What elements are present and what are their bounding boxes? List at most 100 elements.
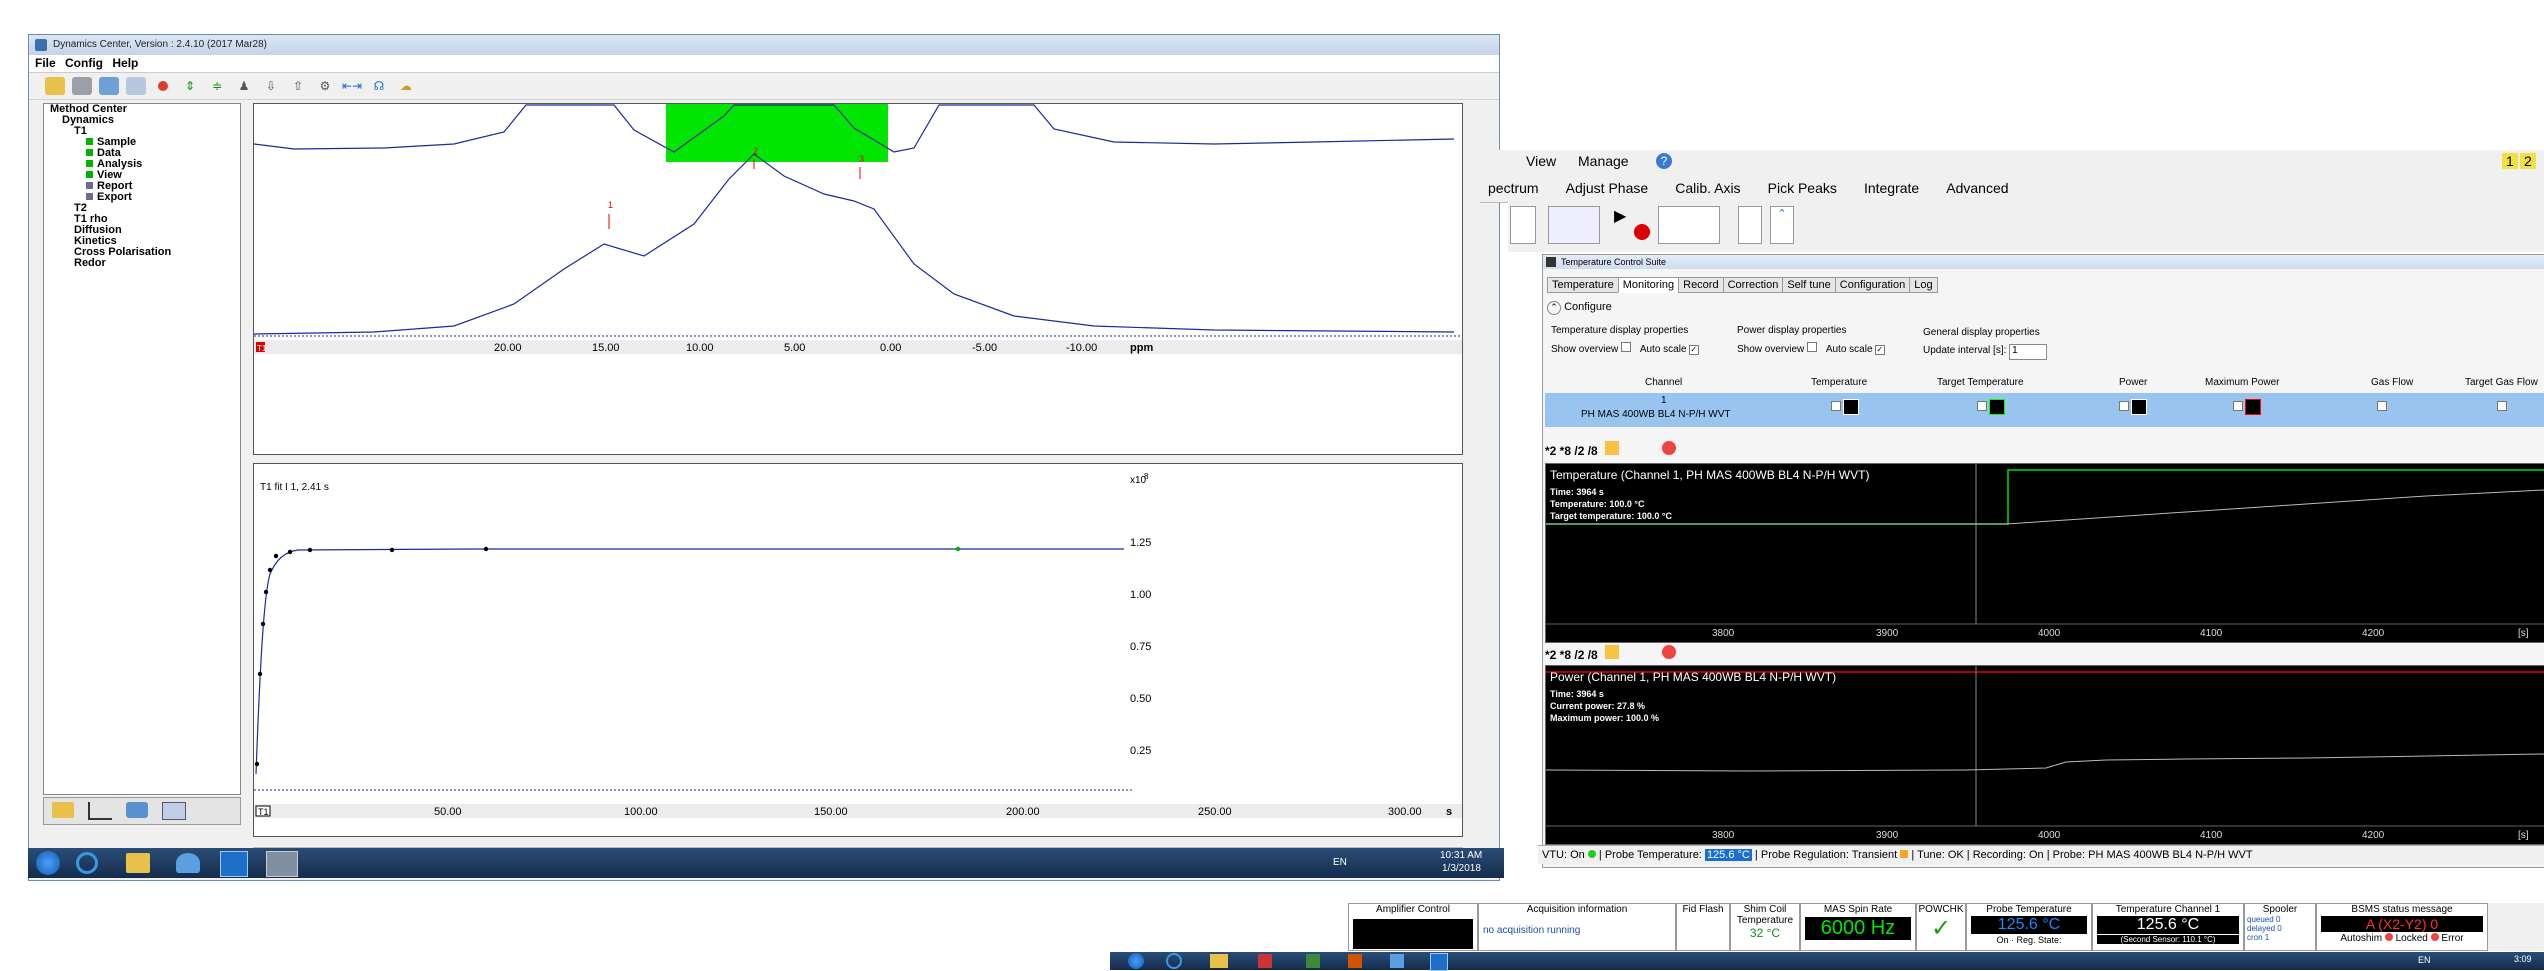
tree-item[interactable]: Data (44, 148, 240, 159)
temperature-checkbox[interactable] (1831, 401, 1841, 411)
integrate-icon[interactable]: ≑ (211, 79, 223, 93)
tab-monitoring[interactable]: Monitoring (1617, 277, 1680, 293)
tree-item[interactable]: Export (44, 192, 240, 203)
menu-view[interactable]: View (1526, 153, 1557, 169)
bottom-app3-icon[interactable] (1430, 953, 1448, 971)
bottom-ppt-icon[interactable] (1348, 954, 1362, 968)
tree-item[interactable]: Analysis (44, 159, 240, 170)
folder-icon[interactable] (52, 802, 74, 818)
tree-item[interactable]: Cross Polarisation (44, 247, 240, 258)
badge-2[interactable]: 2 (2520, 153, 2536, 169)
peak-icon[interactable]: ⇕ (184, 79, 196, 93)
bottom-start-button[interactable] (1128, 953, 1144, 969)
stop-sign-icon[interactable] (1634, 224, 1650, 240)
amplifier-control-panel[interactable]: Amplifier Control (1348, 903, 1478, 951)
power-checkbox[interactable] (2119, 401, 2129, 411)
bottom-explorer-icon[interactable] (1210, 954, 1228, 968)
user-icon[interactable]: ♟ (238, 79, 250, 93)
tab-temperature[interactable]: Temperature (1547, 277, 1619, 293)
app2-taskbar-icon[interactable] (220, 851, 248, 877)
adjust-phase-menu[interactable]: Adjust Phase (1565, 180, 1649, 196)
update-interval-input[interactable]: 1 (2009, 344, 2048, 360)
zoom-icon[interactable] (1605, 441, 1620, 455)
badge-1[interactable]: 1 (2502, 153, 2518, 169)
suite-titlebar[interactable]: Temperature Control Suite (1543, 255, 2544, 269)
explorer-icon[interactable] (126, 853, 150, 873)
grid-icon[interactable] (126, 77, 146, 95)
advanced-menu[interactable]: Advanced (1946, 180, 2009, 196)
target-gas-flow-checkbox[interactable] (2497, 401, 2507, 411)
tray-time[interactable]: 10:31 AM (1440, 850, 1483, 861)
collapse-icon[interactable]: ⌃ (1770, 206, 1794, 244)
data-point[interactable] (257, 671, 263, 677)
play-icon[interactable]: ▶ (1614, 208, 1627, 225)
tree-item[interactable]: Report (44, 181, 240, 192)
help-icon[interactable]: ? (1656, 153, 1672, 169)
tab-log[interactable]: Log (1909, 277, 1938, 293)
ie-icon[interactable] (76, 852, 98, 874)
hp-icon[interactable] (1510, 206, 1536, 244)
tree-item[interactable]: Sample (44, 137, 240, 148)
open-folder-icon[interactable] (45, 77, 65, 95)
import-icon[interactable]: ⇩ (265, 79, 277, 93)
cloud-icon[interactable]: ☁ (400, 79, 412, 93)
data-point[interactable] (267, 567, 273, 573)
power-zoom-factors[interactable]: *2 *8 /2 /8 (1545, 648, 1598, 662)
power-color-swatch[interactable] (2131, 399, 2147, 415)
power-show-overview-checkbox[interactable] (1807, 342, 1818, 352)
overview-highlight[interactable] (666, 104, 888, 162)
window-titlebar[interactable]: Dynamics Center, Version : 2.4.10 (2017 … (29, 35, 1499, 55)
dynamics-taskbar-icon[interactable] (266, 851, 298, 877)
tree-item[interactable]: View (44, 170, 240, 181)
data-point[interactable] (287, 549, 293, 555)
pointer-tools-icon[interactable] (1738, 206, 1762, 244)
tree-item[interactable]: Diffusion (44, 225, 240, 236)
t1-fit-plot[interactable]: T1 fit I 1, 2.41 s x10 8 1.25 1.00 0.75 … (253, 463, 1463, 837)
skip-icon[interactable]: ⇤⇥ (341, 79, 363, 93)
power-auto-scale-checkbox[interactable]: ✓ (1875, 345, 1886, 355)
tree-item[interactable]: Kinetics (44, 236, 240, 247)
data-point[interactable] (483, 546, 489, 552)
bottom-pdf-icon[interactable] (1258, 954, 1272, 968)
spectrum-plot[interactable]: 1 2 3 T1 20.00 15.00 10.00 5.00 0.00 -5.… (253, 103, 1463, 455)
max-power-color-swatch[interactable] (2245, 399, 2261, 415)
tree-item[interactable]: T2 (44, 203, 240, 214)
layout-icon[interactable] (99, 77, 119, 95)
data-point[interactable] (273, 553, 279, 559)
bottom-ie-icon[interactable] (1166, 953, 1182, 969)
power-plot[interactable]: 3800 3900 4000 4100 4200 [s] Power (Chan… (1545, 665, 2544, 845)
tab-correction[interactable]: Correction (1722, 277, 1784, 293)
chart-icon[interactable] (88, 802, 112, 820)
power-refresh-icon[interactable] (1662, 645, 1677, 659)
temperature-plot[interactable]: 3800 3900 4000 4100 4200 [s] Temperature… (1545, 463, 2544, 643)
configure-section[interactable]: ⌃ Configure (1547, 301, 1612, 315)
auto-scale-checkbox[interactable]: ✓ (1689, 345, 1700, 355)
bottom-tray-time[interactable]: 3:09 (2514, 954, 2532, 964)
temperature-color-swatch[interactable] (1843, 399, 1859, 415)
table-icon[interactable] (162, 802, 186, 820)
gas-flow-checkbox[interactable] (2377, 401, 2387, 411)
group-icon[interactable] (126, 802, 148, 818)
data-point[interactable] (263, 589, 269, 595)
tab-configuration[interactable]: Configuration (1834, 277, 1911, 293)
show-overview-checkbox[interactable] (1621, 342, 1632, 352)
bottom-app2-icon[interactable] (1390, 954, 1404, 968)
spectrum-menu[interactable]: pectrum (1488, 180, 1539, 196)
tree-item[interactable]: T1 rho (44, 214, 240, 225)
tab-self-tune[interactable]: Self tune (1782, 277, 1836, 293)
data-point-selected[interactable] (955, 546, 961, 552)
tray-lang[interactable]: EN (1333, 857, 1347, 868)
max-power-checkbox[interactable] (2233, 401, 2243, 411)
print-icon[interactable] (72, 77, 92, 95)
menu-file[interactable]: File (35, 56, 56, 70)
tree-item[interactable]: Redor (44, 258, 240, 269)
settings-icon[interactable]: ⚙ (319, 79, 331, 93)
pick-peaks-menu[interactable]: Pick Peaks (1767, 180, 1837, 196)
refresh-icon[interactable] (1662, 441, 1677, 455)
data-point[interactable] (389, 547, 395, 553)
app-taskbar-icon[interactable] (176, 853, 200, 873)
tree-item[interactable]: Method Center (44, 104, 240, 115)
menu-config[interactable]: Config (65, 56, 104, 70)
export-icon[interactable]: ⇧ (292, 79, 304, 93)
tree-item[interactable]: T1 (44, 126, 240, 137)
